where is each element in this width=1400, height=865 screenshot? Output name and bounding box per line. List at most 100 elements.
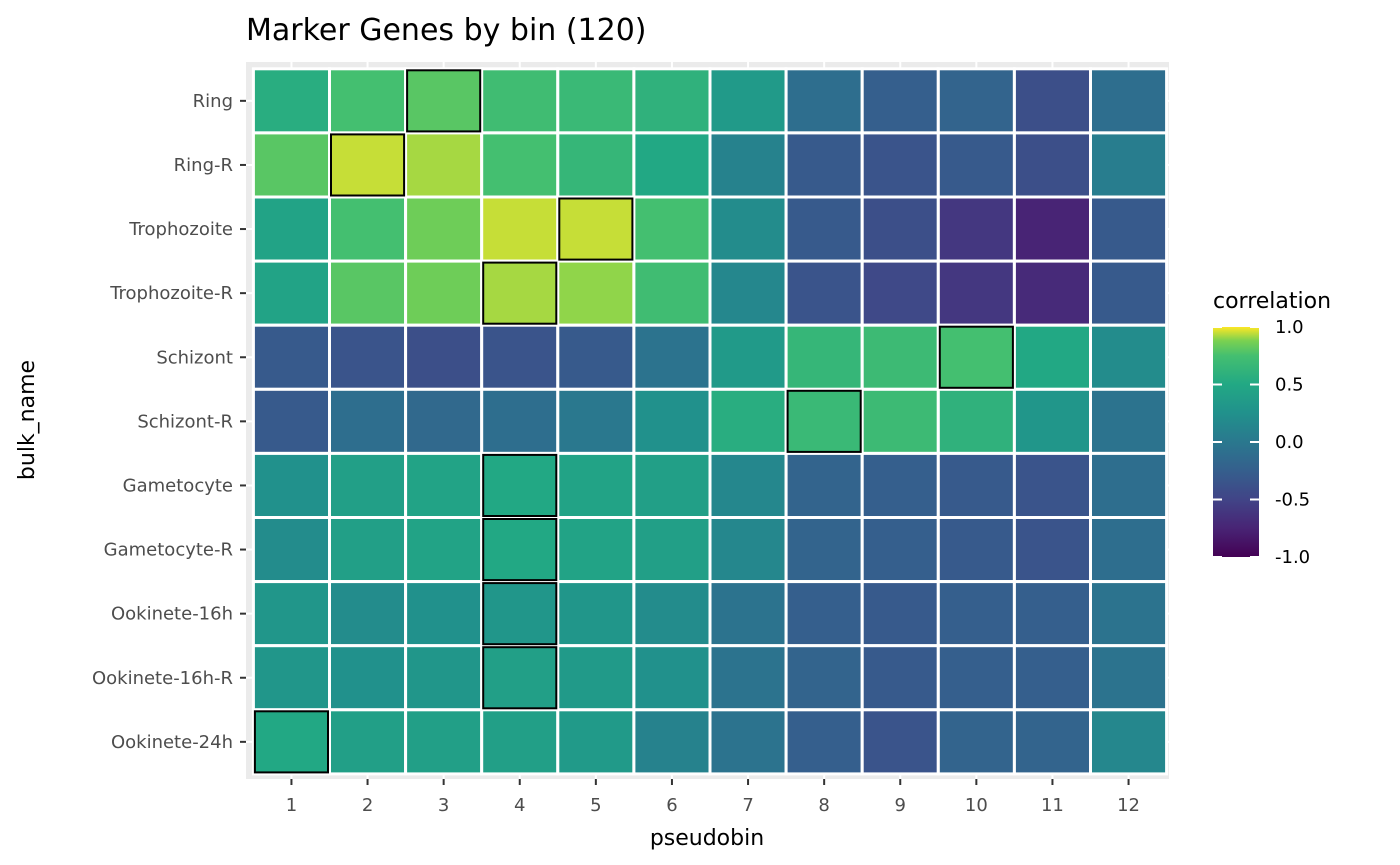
heatmap-tile	[784, 195, 864, 263]
y-tick-label: Schizont	[156, 347, 233, 368]
heatmap-tile	[404, 323, 484, 391]
heatmap-tile	[251, 387, 331, 455]
heatmap-tile	[632, 516, 712, 584]
heatmap-tile	[632, 644, 712, 712]
heatmap-tile	[1089, 708, 1169, 776]
heatmap-tile	[708, 580, 788, 648]
heatmap-tile	[784, 259, 864, 327]
heatmap-tile	[936, 387, 1016, 455]
heatmap-tile	[860, 387, 940, 455]
x-axis-ticks: 1 2 3 4 5 6 7 8 9 10 11 12	[286, 779, 1140, 816]
heatmap-tile	[480, 323, 560, 391]
heatmap-tile	[1089, 387, 1169, 455]
x-tick-label: 10	[965, 795, 988, 816]
heatmap-tile	[556, 580, 636, 648]
heatmap-tile	[936, 131, 1016, 199]
highlighted-tiles	[253, 69, 1014, 774]
heatmap-tile	[480, 259, 560, 327]
y-tick-label: Ookinete-16h	[111, 604, 233, 625]
x-axis-title: pseudobin	[650, 826, 764, 851]
highlighted-tile	[406, 69, 482, 133]
heatmap-tile	[1089, 580, 1169, 648]
heatmap-tile	[936, 708, 1016, 776]
highlighted-tile	[558, 197, 634, 261]
heatmap-tile	[632, 131, 712, 199]
heatmap-tile	[1012, 67, 1093, 135]
y-tick-label: Trophozoite-R	[109, 283, 233, 304]
heatmap-tile	[556, 387, 636, 455]
heatmap-tile	[251, 323, 331, 391]
heatmap-tile	[556, 323, 636, 391]
heatmap-tile	[708, 259, 788, 327]
heatmap-tile	[1089, 644, 1169, 712]
heatmap-tile	[1089, 259, 1169, 327]
heatmap-tile	[251, 708, 331, 776]
heatmap-tile	[708, 67, 788, 135]
heatmap-tile	[860, 67, 940, 135]
highlighted-tile	[786, 389, 862, 453]
y-axis-title: bulk_name	[15, 360, 40, 480]
heatmap-tile	[480, 451, 560, 519]
heatmap-tile	[1089, 195, 1169, 263]
heatmap-tile	[784, 580, 864, 648]
heatmap-tile	[708, 451, 788, 519]
heatmap-tile	[404, 580, 484, 648]
heatmap-tile	[328, 387, 408, 455]
heatmap-tile	[936, 451, 1016, 519]
heatmap-tile	[480, 516, 560, 584]
heatmap-tile	[328, 451, 408, 519]
heatmap-tile	[251, 67, 331, 135]
heatmap-tile	[328, 708, 408, 776]
heatmap-tile	[480, 67, 560, 135]
heatmap-tile	[1012, 516, 1093, 584]
heatmap-tile	[480, 131, 560, 199]
x-tick-label: 9	[895, 795, 906, 816]
heatmap-tile	[784, 67, 864, 135]
heatmap-tile	[784, 323, 864, 391]
highlighted-tile	[482, 646, 558, 710]
heatmap-tile	[1012, 580, 1093, 648]
heatmap-tile	[1012, 644, 1093, 712]
heatmap-tile	[251, 259, 331, 327]
heatmap-tile	[404, 67, 484, 135]
heatmap-tile	[404, 451, 484, 519]
heatmap-tile	[556, 644, 636, 712]
heatmap-tile	[251, 451, 331, 519]
heatmap-tile	[556, 451, 636, 519]
highlighted-tile	[938, 325, 1014, 389]
heatmap-tile	[708, 131, 788, 199]
y-tick-label: Gametocyte-R	[104, 540, 233, 561]
heatmap-tile	[556, 708, 636, 776]
y-axis-ticks: Ring Ring-R Trophozoite Trophozoite-R Schizo…	[92, 91, 246, 753]
heatmap-tile	[1089, 451, 1169, 519]
heatmap-tile	[860, 131, 940, 199]
highlighted-tile	[482, 518, 558, 582]
heatmap-tile	[480, 387, 560, 455]
heatmap-tile	[784, 516, 864, 584]
y-tick-label: Gametocyte	[123, 475, 233, 496]
colorbar-tick-label: 0.5	[1275, 375, 1304, 396]
heatmap-tile	[556, 131, 636, 199]
highlighted-tile	[482, 261, 558, 325]
heatmap-tile	[708, 195, 788, 263]
y-tick-label: Ring	[193, 91, 233, 112]
heatmap-tile	[328, 323, 408, 391]
heatmap-tile	[632, 387, 712, 455]
heatmap-tile	[632, 195, 712, 263]
x-tick-label: 5	[590, 795, 601, 816]
heatmap-tile	[708, 516, 788, 584]
heatmap-tile	[860, 708, 940, 776]
heatmap-tile	[860, 323, 940, 391]
heatmap-tile	[556, 195, 636, 263]
highlighted-tile	[482, 582, 558, 646]
x-tick-label: 3	[438, 795, 449, 816]
heatmap-tile	[404, 516, 484, 584]
heatmap-tile	[328, 644, 408, 712]
heatmap-tile	[632, 67, 712, 135]
heatmap-tile	[328, 67, 408, 135]
heatmap-tile	[404, 259, 484, 327]
y-tick-label: Ring-R	[174, 155, 233, 176]
heatmap-tile	[936, 323, 1016, 391]
heatmap-tile	[328, 580, 408, 648]
heatmap-tile	[936, 580, 1016, 648]
